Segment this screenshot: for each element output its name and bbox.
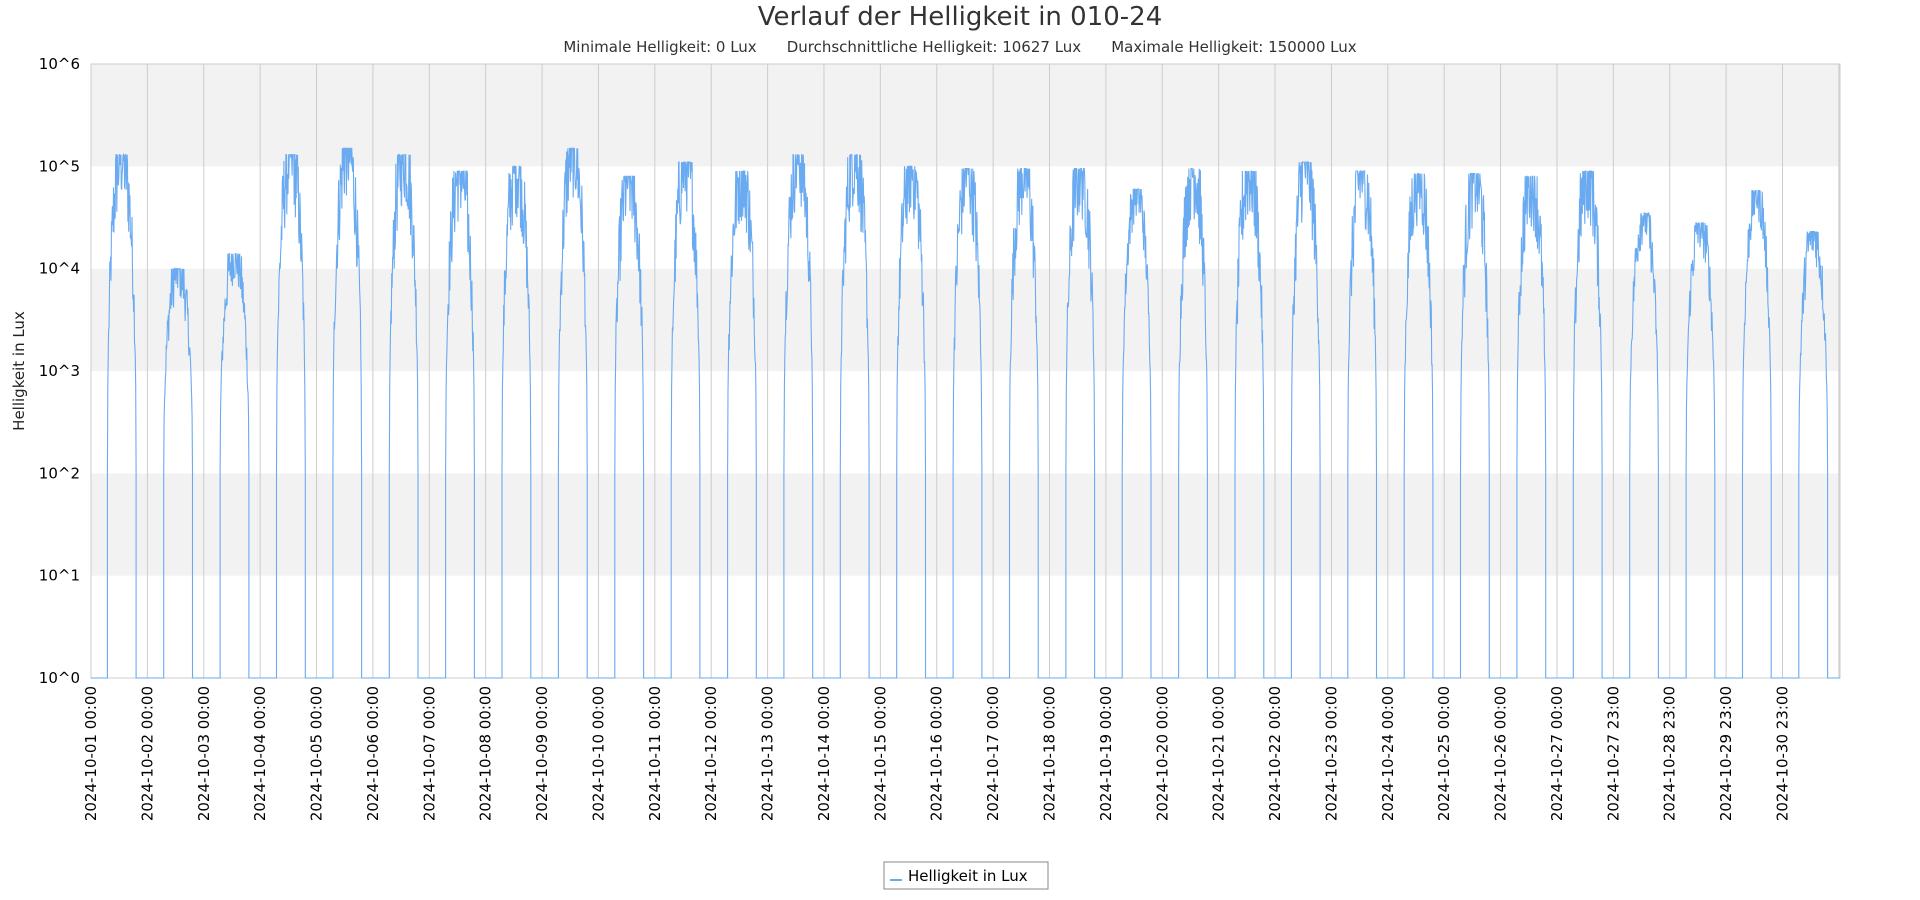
x-tick-label: 2024-10-10 00:00 [589,686,607,821]
subtitle-min: Minimale Helligkeit: 0 Lux [563,38,757,56]
x-axis-ticks: 2024-10-01 00:00 2024-10-02 00:00 2024-10-… [82,686,1791,821]
x-tick-label: 2024-10-18 00:00 [1041,686,1059,821]
x-tick-label: 2024-10-16 00:00 [928,686,946,821]
plot-band [91,473,1840,576]
x-tick-label: 2024-10-23 00:00 [1322,686,1340,821]
x-tick-label: 2024-10-04 00:00 [251,686,269,821]
x-tick-label: 2024-10-21 00:00 [1210,686,1228,821]
y-tick-label: 10^0 [39,669,80,687]
plot-bands [91,64,1840,678]
x-tick-label: 2024-10-26 00:00 [1492,686,1510,821]
subtitle-max: Maximale Helligkeit: 150000 Lux [1111,38,1357,56]
y-tick-label: 10^1 [39,567,80,585]
x-tick-label: 2024-10-07 00:00 [420,686,438,821]
x-tick-label: 2024-10-08 00:00 [477,686,495,821]
y-tick-label: 10^2 [39,464,80,482]
y-axis-label: Helligkeit in Lux [10,311,28,431]
plot-band [91,575,1840,678]
x-tick-label: 2024-10-13 00:00 [759,686,777,821]
y-axis-ticks: 10^0 10^1 10^2 10^3 10^4 10^5 10^6 [39,55,80,687]
chart-title: Verlauf der Helligkeit in 010-24 [757,2,1163,32]
x-tick-label: 2024-10-25 00:00 [1435,686,1453,821]
x-tick-label: 2024-10-09 00:00 [533,686,551,821]
x-tick-label: 2024-10-14 00:00 [815,686,833,821]
legend-box [883,861,1049,890]
x-tick-label: 2024-10-15 00:00 [871,686,889,821]
y-tick-label: 10^3 [39,362,80,380]
plot-band [91,268,1840,371]
legend: Helligkeit in Lux [883,861,1049,890]
x-tick-label: 2024-10-17 00:00 [984,686,1002,821]
vertical-grid [146,64,1840,678]
x-tick-label: 2024-10-29 23:00 [1717,686,1735,821]
x-tick-label: 2024-10-27 00:00 [1548,686,1566,821]
legend-entry: Helligkeit in Lux [908,867,1028,885]
plot-band [91,371,1840,474]
chart-subtitle: Minimale Helligkeit: 0 Lux Durchschnittli… [0,38,1920,56]
x-tick-label: 2024-10-27 23:00 [1604,686,1622,821]
x-tick-label: 2024-10-12 00:00 [702,686,720,821]
x-tick-label: 2024-10-06 00:00 [364,686,382,821]
x-tick-label: 2024-10-20 00:00 [1153,686,1171,821]
plot-frame [90,63,1841,679]
y-tick-label: 10^4 [39,260,80,278]
x-tick-label: 2024-10-30 23:00 [1773,686,1791,821]
x-tick-label: 2024-10-11 00:00 [646,686,664,821]
x-tick-label: 2024-10-19 00:00 [1097,686,1115,821]
x-tick-label: 2024-10-22 00:00 [1266,686,1284,821]
plot-band [91,166,1840,269]
series-line [91,147,1840,679]
x-tick-label: 2024-10-01 00:00 [82,686,100,821]
y-tick-label: 10^6 [39,55,80,73]
x-tick-label: 2024-10-24 00:00 [1379,686,1397,821]
y-tick-label: 10^5 [39,157,80,175]
x-tick-label: 2024-10-03 00:00 [195,686,213,821]
x-tick-label: 2024-10-05 00:00 [308,686,326,821]
plot-band [91,64,1840,167]
x-tick-label: 2024-10-02 00:00 [138,686,156,821]
x-tick-label: 2024-10-28 23:00 [1661,686,1679,821]
subtitle-avg: Durchschnittliche Helligkeit: 10627 Lux [786,38,1082,56]
